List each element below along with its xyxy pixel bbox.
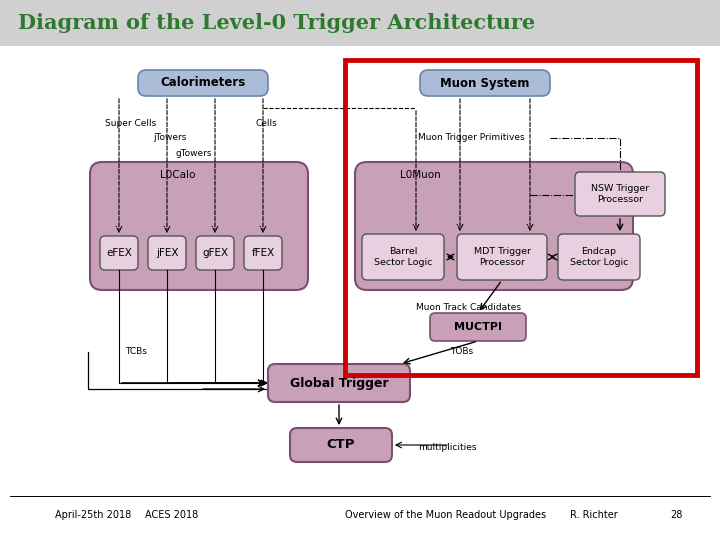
FancyBboxPatch shape [244, 236, 282, 270]
Text: TOBs: TOBs [450, 348, 473, 356]
Text: gTowers: gTowers [176, 148, 212, 158]
Text: eFEX: eFEX [106, 248, 132, 258]
Text: CTP: CTP [327, 438, 355, 451]
Text: MDT Trigger
Processor: MDT Trigger Processor [474, 247, 531, 267]
Text: L0Muon: L0Muon [400, 170, 441, 180]
Text: gFEX: gFEX [202, 248, 228, 258]
Text: jTowers: jTowers [153, 133, 186, 143]
FancyBboxPatch shape [196, 236, 234, 270]
Text: multiplicities: multiplicities [418, 443, 477, 453]
Text: ACES 2018: ACES 2018 [145, 510, 198, 520]
Text: Super Cells: Super Cells [105, 118, 156, 127]
Text: 28: 28 [670, 510, 683, 520]
Text: Calorimeters: Calorimeters [161, 77, 246, 90]
Text: L0Calo: L0Calo [160, 170, 195, 180]
Text: Overview of the Muon Readout Upgrades: Overview of the Muon Readout Upgrades [345, 510, 546, 520]
Text: Global Trigger: Global Trigger [289, 376, 388, 389]
Text: jFEX: jFEX [156, 248, 179, 258]
Text: Cells: Cells [256, 118, 278, 127]
Bar [345, 60, 697, 375]
Text: Muon Trigger Primitives: Muon Trigger Primitives [418, 133, 525, 143]
Text: fFEX: fFEX [251, 248, 274, 258]
FancyBboxPatch shape [430, 313, 526, 341]
Text: R. Richter: R. Richter [570, 510, 618, 520]
Text: April-25th 2018: April-25th 2018 [55, 510, 131, 520]
FancyBboxPatch shape [138, 70, 268, 96]
FancyBboxPatch shape [268, 364, 410, 402]
Text: NSW Trigger
Processor: NSW Trigger Processor [591, 184, 649, 204]
Text: Barrel
Sector Logic: Barrel Sector Logic [374, 247, 432, 267]
Text: Endcap
Sector Logic: Endcap Sector Logic [570, 247, 628, 267]
Text: Diagram of the Level-0 Trigger Architecture: Diagram of the Level-0 Trigger Architect… [18, 13, 535, 33]
Text: Muon System: Muon System [441, 77, 530, 90]
Text: MUCTPI: MUCTPI [454, 322, 502, 332]
FancyBboxPatch shape [90, 162, 308, 290]
Text: Muon Track Candidates: Muon Track Candidates [416, 303, 521, 313]
FancyBboxPatch shape [148, 236, 186, 270]
FancyBboxPatch shape [420, 70, 550, 96]
Text: TCBs: TCBs [125, 348, 147, 356]
Bar [0, 0, 720, 46]
FancyBboxPatch shape [100, 236, 138, 270]
FancyBboxPatch shape [575, 172, 665, 216]
FancyBboxPatch shape [362, 234, 444, 280]
FancyBboxPatch shape [558, 234, 640, 280]
FancyBboxPatch shape [290, 428, 392, 462]
FancyBboxPatch shape [355, 162, 633, 290]
FancyBboxPatch shape [457, 234, 547, 280]
